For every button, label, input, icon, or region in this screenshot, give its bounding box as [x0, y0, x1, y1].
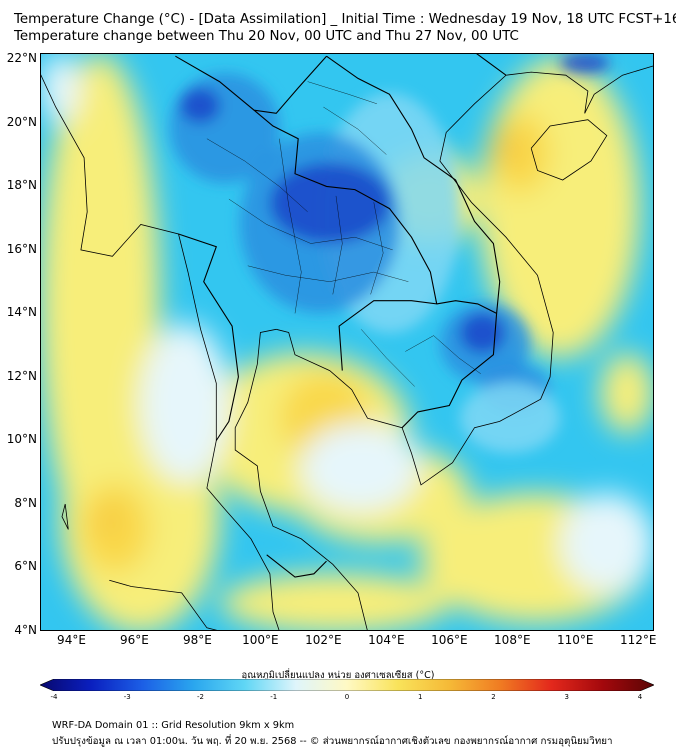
longitude-tick: 112°E	[620, 633, 657, 647]
longitude-tick: 96°E	[120, 633, 149, 647]
colorbar-tick: -2	[197, 693, 204, 701]
colorbar-tick: 1	[418, 693, 423, 701]
longitude-tick: 98°E	[182, 633, 212, 647]
country-border	[401, 313, 498, 429]
country-border	[266, 554, 327, 578]
colorbar-tick: 3	[564, 693, 569, 701]
coastline	[61, 503, 69, 530]
latitude-tick: 18°N	[6, 178, 37, 193]
province-border	[247, 265, 409, 282]
temperature-blob	[102, 511, 114, 529]
country-border	[253, 109, 438, 371]
colorbar-tick: 4	[637, 693, 643, 701]
province-border	[361, 329, 415, 387]
temperature-field	[40, 53, 654, 631]
temperature-blob	[300, 423, 420, 513]
coastline	[584, 65, 654, 114]
province-border	[323, 106, 387, 155]
province-border	[228, 198, 393, 251]
temperature-core	[270, 163, 390, 243]
temperature-core	[180, 88, 220, 123]
longitude-tick: 108°E	[494, 633, 531, 647]
colorbar-label: อุณหภูมิเปลี่ยนแปลง หน่วย องศาเซลเซียส (…	[241, 670, 435, 681]
temperature-blob	[80, 483, 150, 573]
map-title: Temperature Change (°C) - [Data Assimila…	[14, 12, 676, 27]
province-border	[370, 202, 384, 295]
coastline	[276, 71, 589, 486]
country-border	[175, 55, 327, 114]
latitude-tick: 22°N	[6, 51, 37, 66]
temperature-core	[460, 383, 560, 453]
temperature-blob	[600, 353, 654, 433]
coastline	[109, 579, 220, 631]
coastline	[234, 328, 368, 631]
latitude-tick: 8°N	[14, 495, 37, 510]
province-border	[405, 335, 481, 375]
colorbar-tick: -1	[270, 693, 278, 701]
latitude-tick: 16°N	[6, 241, 37, 256]
temperature-core	[460, 313, 505, 353]
temperature-core	[560, 53, 610, 73]
temperature-cores	[170, 53, 610, 453]
temperature-blob	[560, 493, 654, 593]
latitude-tick: 20°N	[6, 114, 37, 129]
country-border	[326, 55, 501, 314]
temperature-blob	[220, 573, 450, 631]
coastline	[40, 72, 280, 631]
credit-line: ปรับปรุงข้อมูล ณ เวลา 01:00น. วัน พฤ. ที…	[52, 736, 613, 747]
colorbar-tick: 2	[491, 693, 496, 701]
country-border	[436, 300, 497, 314]
longitude-tick: 110°E	[557, 633, 594, 647]
temperature-blob	[40, 53, 80, 123]
colorbar-tick: 0	[344, 693, 350, 701]
latitude-tick: 12°N	[6, 368, 37, 383]
country-border	[178, 233, 239, 441]
latitude-tick: 10°N	[6, 432, 37, 447]
longitude-tick: 102°E	[305, 633, 342, 647]
province-border	[206, 138, 308, 212]
latitude-tick: 6°N	[14, 559, 37, 574]
temperature-blob	[140, 323, 230, 483]
map-subtitle: Temperature change between Thu 20 Nov, 0…	[14, 29, 519, 44]
colorbar-tick: -4	[50, 693, 58, 701]
longitude-tick: 94°E	[57, 633, 86, 647]
colorbar-tick: -3	[123, 693, 131, 701]
latitude-tick: 14°N	[6, 305, 37, 320]
longitude-tick: 100°E	[242, 633, 279, 647]
coastline-and-borders	[40, 53, 654, 631]
longitude-tick: 106°E	[431, 633, 468, 647]
temperature-blob	[490, 113, 550, 193]
map-frame	[40, 53, 654, 631]
longitude-tick: 104°E	[368, 633, 405, 647]
temperature-change-map[interactable]	[40, 53, 654, 631]
country-border	[474, 53, 507, 76]
temperature-blob	[500, 138, 514, 160]
latitude-tick: 4°N	[14, 623, 37, 637]
coastline	[530, 119, 608, 181]
colorbar	[40, 679, 654, 691]
province-border	[332, 195, 343, 295]
province-border	[279, 138, 302, 314]
province-border	[307, 81, 377, 105]
model-info: WRF-DA Domain 01 :: Grid Resolution 9km …	[52, 720, 295, 731]
